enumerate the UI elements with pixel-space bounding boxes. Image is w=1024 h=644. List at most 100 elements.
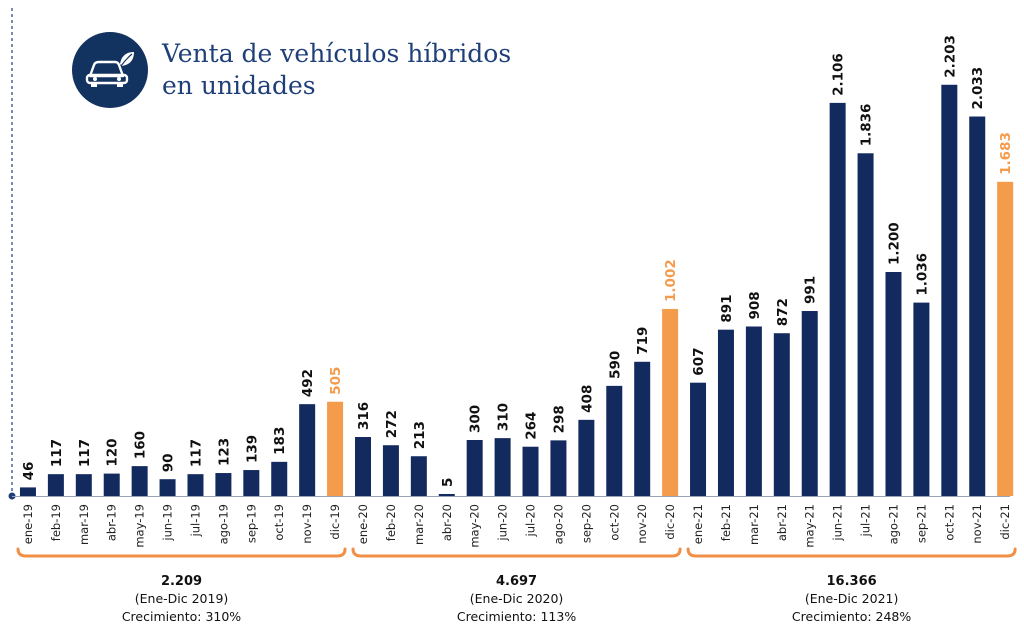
tick-label-dic-19: dic-19 bbox=[328, 504, 342, 540]
tick-label-jun-20: jun-20 bbox=[496, 504, 510, 542]
bar-ene-20 bbox=[355, 437, 371, 496]
value-label-jul-19: 117 bbox=[188, 439, 204, 467]
tick-label-jul-20: jul-20 bbox=[524, 504, 538, 537]
chart-title-block: Venta de vehículos híbridos en unidades bbox=[72, 32, 511, 108]
value-label-jun-21: 2.106 bbox=[831, 53, 847, 96]
value-label-mar-20: 213 bbox=[412, 421, 428, 449]
tick-label-abr-19: abr-19 bbox=[105, 504, 119, 541]
tick-label-ene-21: ene-21 bbox=[691, 504, 705, 544]
tick-label-ene-19: ene-19 bbox=[21, 504, 35, 544]
tick-label-nov-21: nov-21 bbox=[970, 504, 984, 544]
value-label-oct-20: 590 bbox=[607, 351, 623, 379]
bar-ago-19 bbox=[215, 473, 232, 496]
group-bracket-1 bbox=[16, 547, 347, 558]
value-label-feb-20: 272 bbox=[384, 410, 400, 438]
value-label-dic-21: 1.683 bbox=[998, 132, 1014, 175]
bar-mar-19 bbox=[75, 474, 92, 496]
tick-label-feb-19: feb-19 bbox=[49, 504, 63, 541]
tick-label-nov-19: nov-19 bbox=[300, 504, 314, 544]
group-growth-1: Crecimiento: 310% bbox=[122, 609, 241, 624]
value-label-nov-21: 2.033 bbox=[970, 67, 986, 110]
tick-label-may-19: may-19 bbox=[133, 504, 147, 548]
value-label-sep-20: 408 bbox=[579, 385, 595, 413]
value-label-mar-21: 908 bbox=[747, 291, 763, 319]
bar-dic-19 bbox=[327, 401, 344, 496]
value-label-feb-19: 117 bbox=[49, 439, 65, 467]
group-period-3: (Ene-Dic 2021) bbox=[805, 591, 899, 606]
tick-label-nov-20: nov-20 bbox=[635, 504, 649, 544]
tick-label-feb-20: feb-20 bbox=[384, 504, 398, 541]
bar-jul-19 bbox=[187, 474, 204, 496]
bar-feb-20 bbox=[382, 445, 399, 496]
tick-label-ago-19: ago-19 bbox=[216, 504, 230, 544]
chart-title-line2: en unidades bbox=[162, 71, 316, 100]
tick-label-jun-21: jun-21 bbox=[831, 504, 845, 542]
tick-label-abr-21: abr-21 bbox=[775, 504, 789, 541]
bar-may-21 bbox=[801, 311, 818, 496]
bar-ago-20 bbox=[550, 440, 567, 496]
bar-sep-21 bbox=[913, 302, 930, 496]
value-label-may-21: 991 bbox=[803, 276, 819, 304]
tick-label-mar-20: mar-20 bbox=[412, 504, 426, 545]
value-label-may-20: 300 bbox=[468, 405, 484, 433]
bar-jul-21 bbox=[857, 153, 874, 496]
tick-label-may-20: may-20 bbox=[468, 504, 482, 548]
value-label-ago-20: 298 bbox=[551, 405, 567, 433]
group-total-2: 4.697 bbox=[496, 574, 537, 589]
tick-label-mar-19: mar-19 bbox=[77, 504, 91, 545]
bar-jun-21 bbox=[829, 102, 846, 496]
bar-jun-19 bbox=[159, 479, 176, 496]
bar-jul-20 bbox=[522, 446, 539, 496]
tick-label-mar-21: mar-21 bbox=[747, 504, 761, 545]
chart-title-line1: Venta de vehículos híbridos bbox=[162, 39, 512, 68]
value-label-ago-21: 1.200 bbox=[886, 222, 902, 265]
value-label-jul-21: 1.836 bbox=[859, 104, 875, 147]
bar-ene-19 bbox=[19, 487, 36, 496]
value-label-jun-20: 310 bbox=[496, 403, 512, 431]
value-label-abr-20: 5 bbox=[440, 478, 456, 487]
bar-dic-20 bbox=[662, 308, 679, 496]
value-label-sep-21: 1.036 bbox=[914, 253, 930, 296]
tick-label-jun-19: jun-19 bbox=[161, 504, 175, 542]
value-label-abr-19: 120 bbox=[105, 438, 121, 466]
tick-label-oct-19: oct-19 bbox=[272, 504, 286, 541]
value-label-mar-19: 117 bbox=[77, 439, 93, 467]
group-growth-3: Crecimiento: 248% bbox=[792, 609, 911, 624]
value-label-ene-21: 607 bbox=[691, 348, 707, 376]
value-label-ene-20: 316 bbox=[356, 402, 372, 430]
bar-mar-20 bbox=[410, 456, 427, 496]
value-label-nov-19: 492 bbox=[300, 369, 316, 397]
group-total-3: 16.366 bbox=[827, 574, 877, 589]
car-leaf-icon bbox=[72, 32, 148, 108]
value-label-nov-20: 719 bbox=[635, 327, 651, 355]
tick-label-sep-19: sep-19 bbox=[244, 504, 258, 543]
bar-may-19 bbox=[131, 466, 148, 496]
tick-label-oct-20: oct-20 bbox=[607, 504, 621, 541]
tick-label-sep-20: sep-20 bbox=[579, 504, 593, 543]
bar-may-20 bbox=[466, 440, 483, 496]
bar-oct-19 bbox=[271, 461, 288, 496]
value-label-dic-20: 1.002 bbox=[663, 259, 679, 302]
value-label-abr-21: 872 bbox=[775, 298, 791, 326]
bar-nov-20 bbox=[634, 361, 651, 496]
bar-abr-19 bbox=[103, 473, 120, 496]
value-label-may-19: 160 bbox=[133, 431, 149, 459]
value-label-oct-19: 183 bbox=[272, 427, 288, 455]
tick-label-dic-21: dic-21 bbox=[998, 504, 1012, 540]
value-label-jun-19: 90 bbox=[161, 453, 177, 472]
tick-label-ago-21: ago-21 bbox=[886, 504, 900, 544]
bar-abr-21 bbox=[773, 333, 790, 496]
bar-nov-19 bbox=[299, 404, 316, 496]
value-label-dic-19: 505 bbox=[328, 367, 344, 395]
tick-label-sep-21: sep-21 bbox=[914, 504, 928, 543]
bar-ago-21 bbox=[885, 272, 902, 496]
tick-label-feb-21: feb-21 bbox=[719, 504, 733, 541]
value-label-feb-21: 891 bbox=[719, 294, 735, 322]
value-label-ago-19: 123 bbox=[216, 438, 232, 466]
tick-label-ago-20: ago-20 bbox=[551, 504, 565, 544]
value-label-jul-20: 264 bbox=[524, 412, 540, 440]
bar-jun-20 bbox=[494, 438, 511, 496]
tick-label-dic-20: dic-20 bbox=[663, 504, 677, 540]
group-growth-2: Crecimiento: 113% bbox=[457, 609, 576, 624]
